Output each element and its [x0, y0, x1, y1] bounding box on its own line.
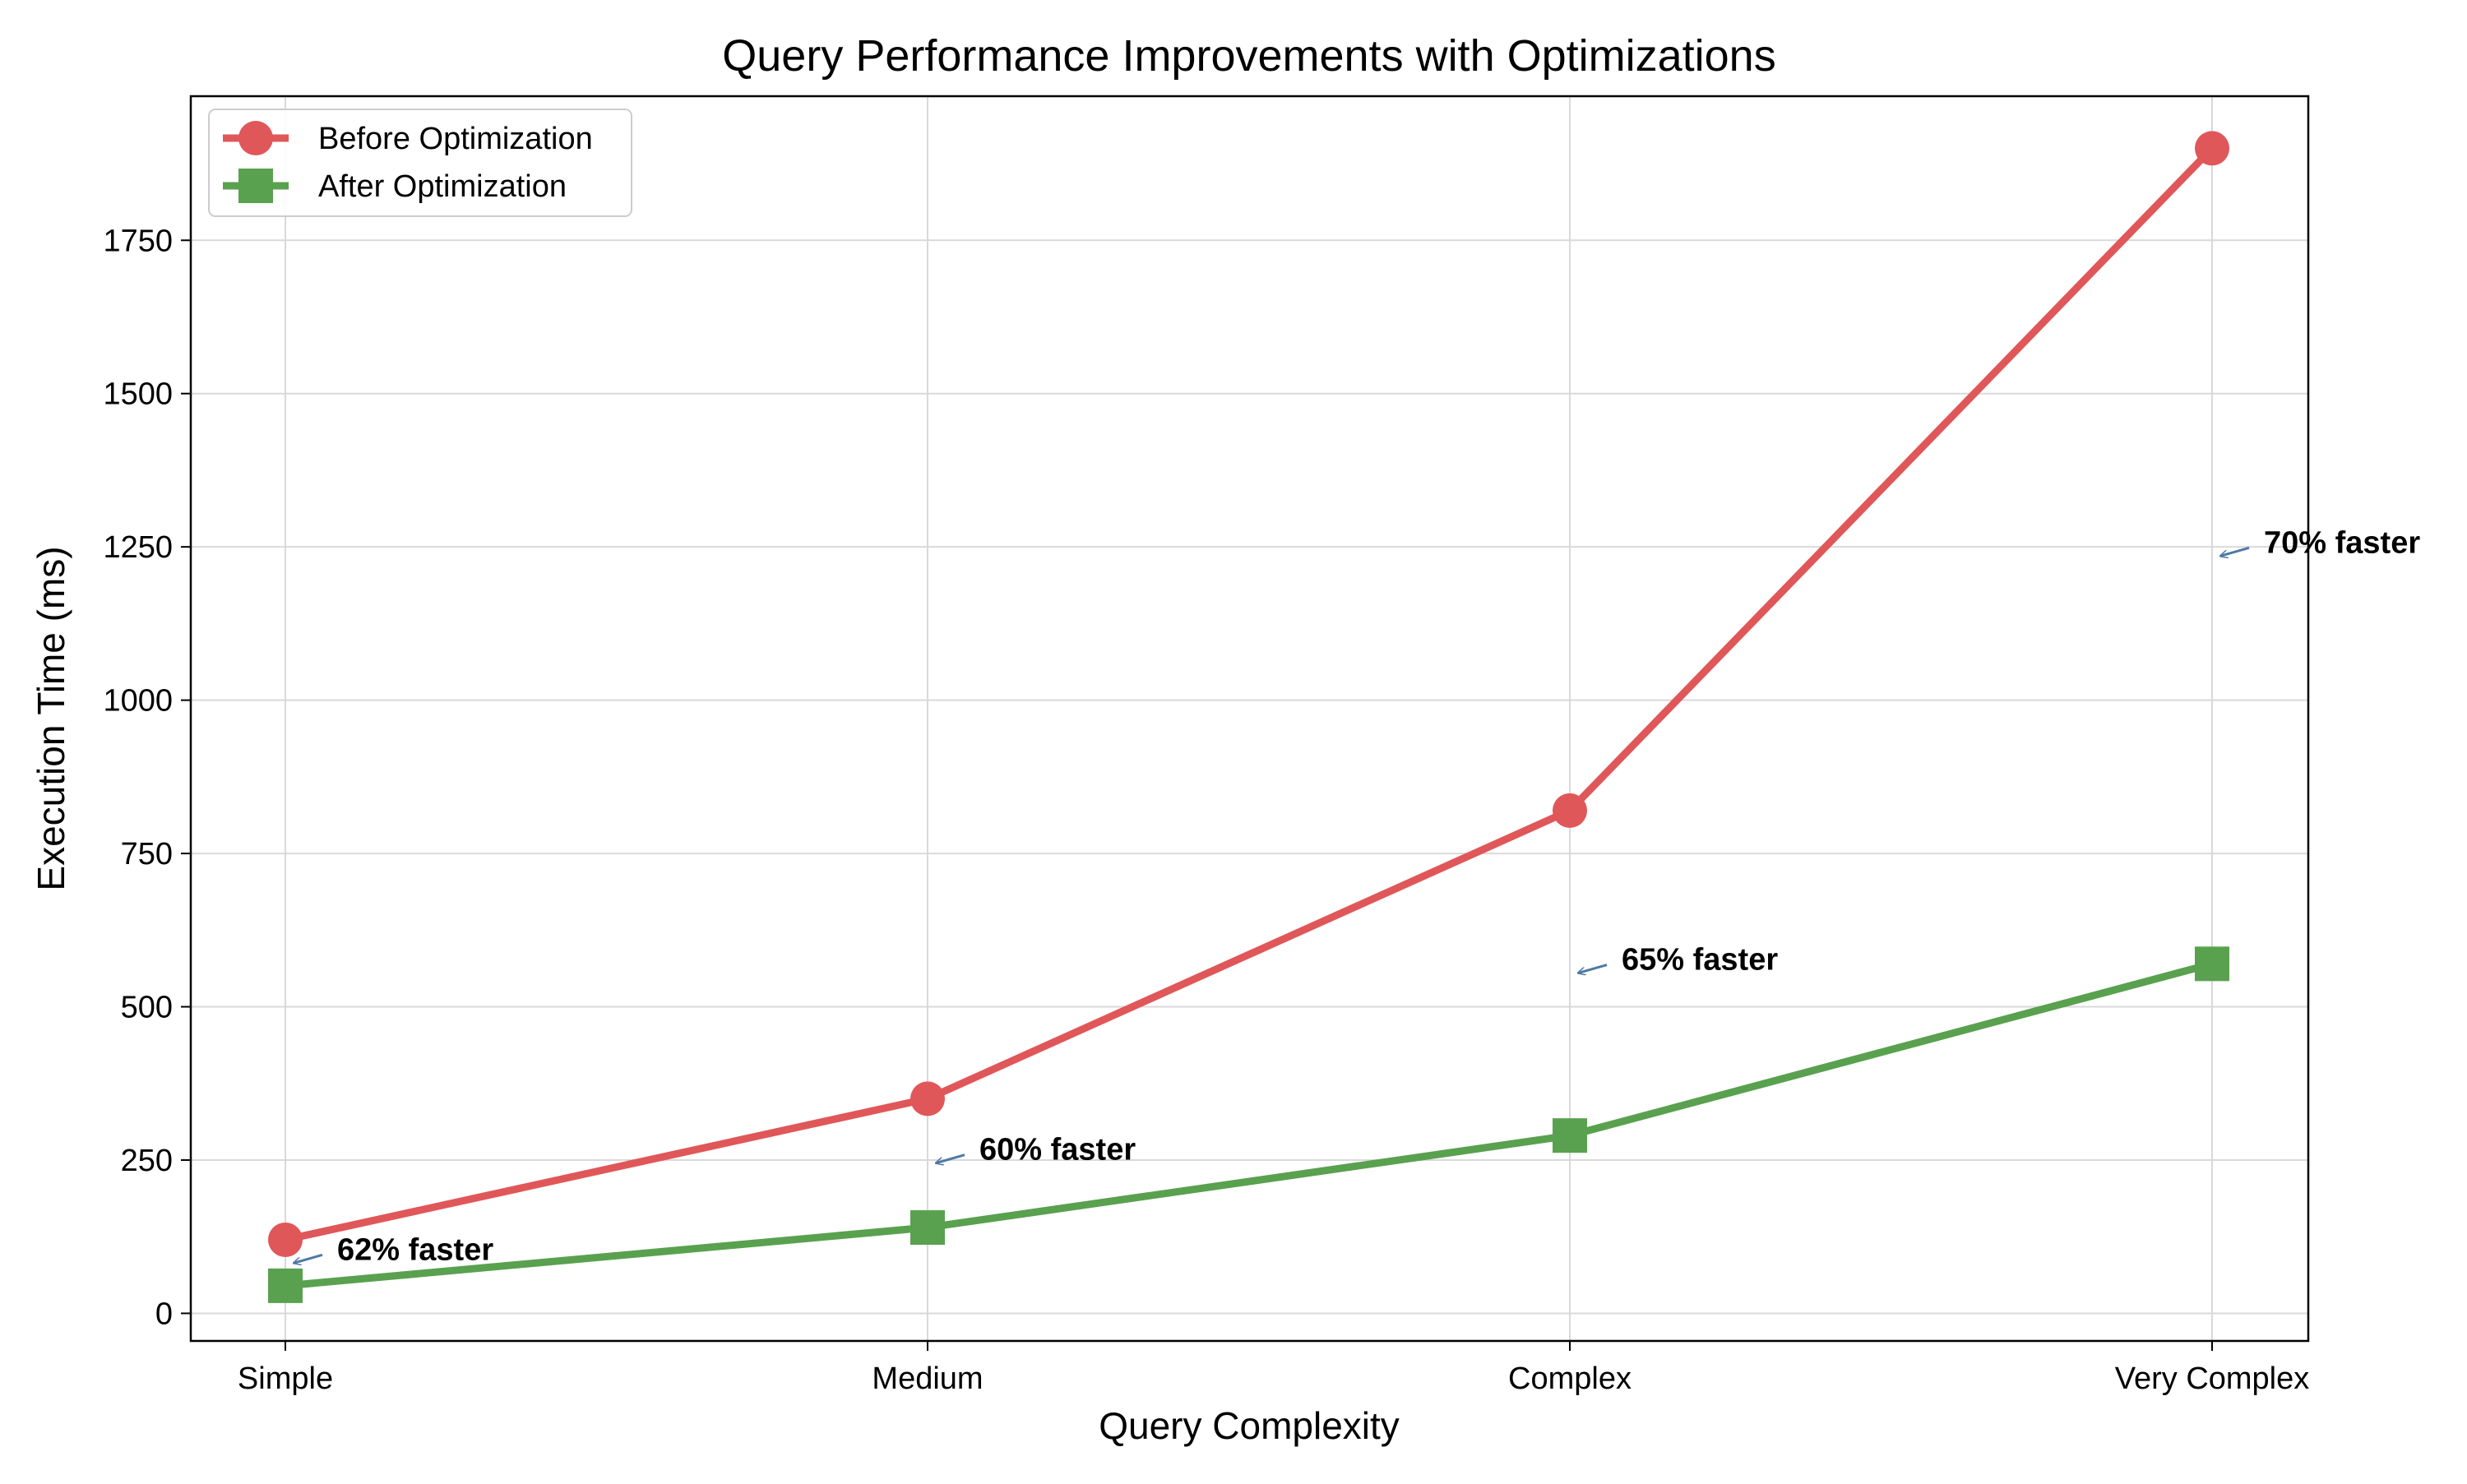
legend-marker [238, 121, 273, 155]
y-tick-label: 750 [121, 837, 173, 871]
y-tick-label: 500 [121, 991, 173, 1025]
data-point [910, 1210, 945, 1246]
grid-layer [191, 96, 2308, 1341]
annotation-label: 60% faster [979, 1133, 1136, 1167]
y-tick-label: 1000 [103, 684, 173, 719]
y-axis-label: Execution Time (ms) [30, 546, 72, 890]
y-tick-label: 1750 [103, 224, 173, 258]
data-point [268, 1268, 303, 1303]
data-point [910, 1081, 945, 1116]
x-tick-label: Simple [238, 1361, 333, 1396]
legend: Before Optimization After Optimization [208, 109, 632, 217]
legend-box [208, 109, 632, 217]
legend-marker [238, 169, 273, 203]
annotation-arrow [1578, 964, 1608, 973]
y-tick-label: 0 [155, 1297, 173, 1331]
annotation-arrow [936, 1153, 965, 1163]
x-tick-label: Complex [1508, 1361, 1632, 1396]
series-line-0 [281, 144, 2216, 1244]
y-tick-label: 250 [121, 1144, 173, 1178]
chart-title: Query Performance Improvements with Opti… [722, 31, 1775, 81]
annotation-layer: 62% faster 60% faster 65% faster 70% faster [294, 525, 2420, 1267]
y-tick-label: 1500 [103, 377, 173, 412]
data-point [2195, 946, 2229, 982]
data-point [1553, 793, 1587, 828]
tick-layer: Simple Medium Complex Very Complex 0 250 500 75… [103, 224, 2309, 1396]
x-tick-label: Medium [872, 1361, 983, 1396]
legend-label: After Optimization [318, 169, 567, 204]
legend-label: Before Optimization [318, 122, 593, 156]
series-layer [268, 131, 2229, 1303]
annotation-arrow [294, 1253, 323, 1263]
data-point [268, 1222, 303, 1257]
plot-frame [189, 95, 2310, 1343]
annotation-label: 62% faster [337, 1232, 493, 1267]
data-point [2195, 131, 2229, 166]
x-axis-label: Query Complexity [1099, 1404, 1400, 1447]
series-line-1 [281, 959, 2216, 1290]
annotation-arrow [2220, 546, 2250, 556]
y-tick-label: 1250 [103, 530, 173, 565]
x-tick-label: Very Complex [2115, 1361, 2310, 1396]
annotation-label: 65% faster [1622, 943, 1778, 978]
annotation-label: 70% faster [2264, 525, 2420, 560]
data-point [1553, 1118, 1587, 1153]
